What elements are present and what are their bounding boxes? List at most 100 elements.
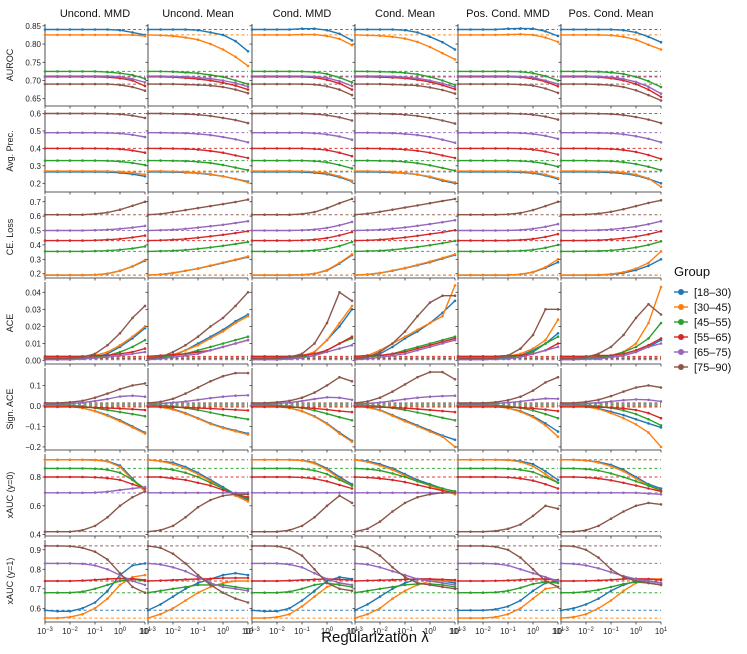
- data-point: [234, 81, 237, 85]
- data-point: [494, 213, 497, 216]
- data-point: [56, 401, 59, 405]
- data-point: [441, 342, 444, 345]
- data-point: [250, 250, 254, 253]
- data-point: [428, 135, 432, 139]
- data-point: [93, 491, 97, 494]
- panel: [352, 368, 457, 453]
- data-point: [68, 250, 72, 253]
- data-point: [366, 546, 369, 550]
- data-point: [234, 576, 237, 580]
- data-point: [559, 112, 563, 115]
- panel: [455, 454, 560, 539]
- data-point: [288, 563, 291, 566]
- data-point: [456, 579, 460, 583]
- data-point: [428, 116, 432, 120]
- data-point: [597, 169, 600, 173]
- row-label: xAUC (y=0): [5, 472, 15, 519]
- data-point: [456, 357, 460, 360]
- data-point: [572, 169, 575, 173]
- data-point: [531, 398, 535, 402]
- data-point: [634, 579, 638, 583]
- data-point: [506, 213, 510, 216]
- data-point: [506, 405, 510, 409]
- data-point: [146, 273, 150, 277]
- data-point: [441, 79, 444, 82]
- data-point: [171, 587, 175, 591]
- data-point: [531, 347, 535, 350]
- data-point: [68, 273, 72, 277]
- data-point: [428, 151, 432, 154]
- data-point: [171, 131, 175, 135]
- data-point: [184, 392, 187, 395]
- panel: [249, 110, 354, 195]
- data-point: [246, 229, 250, 233]
- data-point: [300, 74, 304, 78]
- data-point: [441, 585, 444, 589]
- data-point: [171, 607, 175, 610]
- x-tick-label: 10−2: [475, 627, 491, 636]
- data-point: [68, 458, 72, 462]
- panel: [42, 196, 147, 281]
- data-point: [378, 228, 382, 231]
- data-point: [519, 32, 522, 36]
- data-point: [288, 607, 291, 610]
- data-point: [584, 476, 588, 479]
- data-point: [106, 33, 109, 37]
- data-point: [609, 75, 613, 79]
- data-point: [184, 587, 187, 591]
- data-point: [366, 563, 369, 566]
- data-point: [43, 544, 47, 548]
- panel: [145, 196, 250, 281]
- data-point: [209, 345, 212, 349]
- data-point: [584, 603, 588, 606]
- data-point: [43, 357, 47, 360]
- data-point: [441, 220, 444, 224]
- data-point: [246, 394, 250, 397]
- data-point: [366, 527, 369, 531]
- data-point: [622, 85, 625, 89]
- y-tick-label: 0.4: [30, 241, 42, 250]
- data-point: [391, 170, 394, 174]
- data-point: [494, 82, 497, 86]
- y-tick-label: 0.8: [30, 565, 42, 574]
- data-point: [634, 115, 638, 119]
- data-point: [559, 544, 563, 548]
- data-point: [263, 610, 266, 613]
- data-point: [350, 43, 354, 47]
- data-point: [171, 70, 175, 73]
- data-point: [275, 356, 279, 360]
- data-point: [106, 82, 109, 86]
- data-point: [146, 562, 150, 565]
- data-point: [416, 349, 419, 352]
- data-point: [56, 530, 59, 533]
- data-point: [403, 83, 407, 87]
- data-point: [572, 591, 575, 594]
- y-tick-label: 0.04: [25, 288, 41, 297]
- data-point: [313, 409, 316, 412]
- data-point: [441, 489, 444, 493]
- data-point: [275, 544, 279, 548]
- data-point: [93, 33, 97, 37]
- data-point: [469, 591, 472, 594]
- data-point: [353, 74, 357, 78]
- y-tick-label: 0.3: [30, 162, 42, 171]
- data-point: [325, 504, 329, 508]
- data-point: [353, 579, 357, 583]
- data-point: [378, 74, 382, 78]
- data-point: [118, 471, 122, 475]
- x-tick-label: 100: [630, 627, 643, 636]
- data-point: [544, 308, 547, 311]
- data-point: [246, 255, 250, 258]
- data-point: [469, 544, 472, 548]
- data-point: [622, 350, 625, 354]
- data-point: [453, 491, 457, 495]
- data-point: [597, 131, 600, 135]
- data-point: [263, 401, 266, 405]
- data-point: [647, 153, 650, 157]
- data-point: [118, 583, 122, 587]
- data-point: [353, 544, 357, 548]
- data-point: [531, 270, 535, 274]
- data-point: [325, 161, 329, 164]
- data-point: [456, 401, 460, 405]
- data-point: [441, 166, 444, 170]
